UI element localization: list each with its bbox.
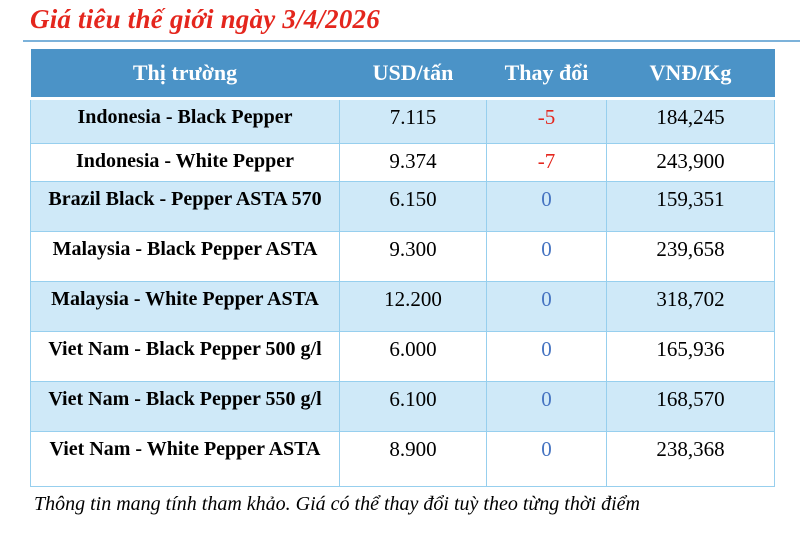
usd-per-ton-cell: 6.100 [339,380,487,432]
column-header-vnd-per-kg: VNĐ/Kg [606,49,775,100]
table-row: Malaysia - Black Pepper ASTA 9.300 0 239,65… [30,230,775,282]
column-header-market: Thị trường [30,49,340,100]
vnd-per-kg-cell: 184,245 [606,97,775,144]
market-cell: Malaysia - Black Pepper ASTA [30,230,340,282]
change-cell: 0 [486,180,607,232]
change-cell: 0 [486,230,607,282]
table-row: Brazil Black - Pepper ASTA 570 6.150 0 159,… [30,180,775,232]
table-row: Viet Nam - White Pepper ASTA 8.900 0 238,36… [30,430,775,487]
table-body: Indonesia - Black Pepper 7.115 -5 184,245 In… [30,97,775,487]
vnd-per-kg-cell: 168,570 [606,380,775,432]
header-row: Thị trường USD/tấn Thay đổi VNĐ/Kg [30,49,775,100]
vnd-per-kg-cell: 239,658 [606,230,775,282]
vnd-per-kg-cell: 238,368 [606,430,775,487]
market-cell: Indonesia - Black Pepper [30,97,340,144]
market-cell: Indonesia - White Pepper [30,142,340,182]
usd-per-ton-cell: 7.115 [339,97,487,144]
change-cell: -7 [486,142,607,182]
market-cell: Viet Nam - Black Pepper 550 g/l [30,380,340,432]
market-cell: Viet Nam - Black Pepper 500 g/l [30,330,340,382]
table-row: Indonesia - White Pepper 9.374 -7 243,900 [30,142,775,182]
table-row: Viet Nam - Black Pepper 550 g/l 6.100 0 168… [30,380,775,432]
usd-per-ton-cell: 12.200 [339,280,487,332]
table-row: Malaysia - White Pepper ASTA 12.200 0 318,7… [30,280,775,332]
column-header-change: Thay đổi [486,49,607,100]
change-cell: 0 [486,380,607,432]
usd-per-ton-cell: 6.000 [339,330,487,382]
usd-per-ton-cell: 9.374 [339,142,487,182]
footnote: Thông tin mang tính tham khảo. Giá có th… [34,492,640,515]
change-cell: -5 [486,97,607,144]
usd-per-ton-cell: 9.300 [339,230,487,282]
title-underline [23,40,800,42]
column-header-usd-per-ton: USD/tấn [339,49,487,100]
table-row: Viet Nam - Black Pepper 500 g/l 6.000 0 165… [30,330,775,382]
vnd-per-kg-cell: 243,900 [606,142,775,182]
vnd-per-kg-cell: 165,936 [606,330,775,382]
usd-per-ton-cell: 6.150 [339,180,487,232]
usd-per-ton-cell: 8.900 [339,430,487,487]
vnd-per-kg-cell: 159,351 [606,180,775,232]
table-header: Thị trường USD/tấn Thay đổi VNĐ/Kg [30,49,775,100]
pepper-price-table: Thị trường USD/tấn Thay đổi VNĐ/Kg Indon… [30,49,775,487]
market-cell: Brazil Black - Pepper ASTA 570 [30,180,340,232]
table-row: Indonesia - Black Pepper 7.115 -5 184,245 [30,97,775,144]
change-cell: 0 [486,330,607,382]
page-title: Giá tiêu thế giới ngày 3/4/2026 [30,4,380,34]
change-cell: 0 [486,430,607,487]
market-cell: Malaysia - White Pepper ASTA [30,280,340,332]
market-cell: Viet Nam - White Pepper ASTA [30,430,340,487]
change-cell: 0 [486,280,607,332]
vnd-per-kg-cell: 318,702 [606,280,775,332]
